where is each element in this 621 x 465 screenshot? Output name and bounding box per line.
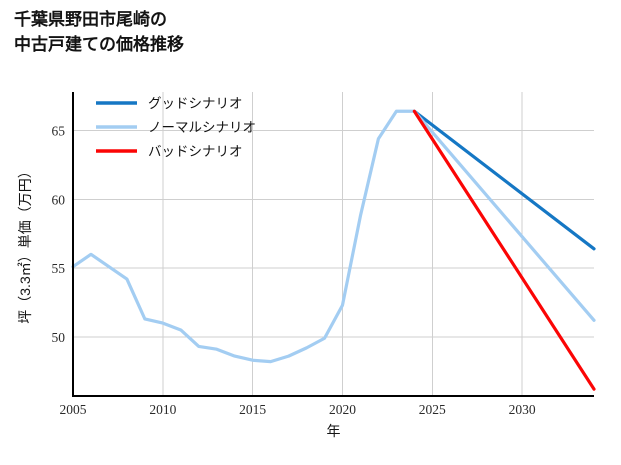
series-lines [71,109,596,391]
series-line-bad [412,109,596,391]
axis-lines [71,92,594,398]
x-tick-label: 2015 [239,402,266,417]
vertical-gridlines [162,92,523,396]
chart-title-line1: 千葉県野田市尾崎の [14,10,167,29]
y-tick-label: 60 [52,192,66,207]
y-tick-label: 55 [52,261,66,276]
chart-title-line2: 中古戸建ての価格推移 [14,34,184,54]
y-tick-labels: 50 55 60 65 [52,124,66,345]
x-tick-labels: 2005 2010 2015 2020 2025 2030 [60,402,536,417]
x-tick-label: 2025 [419,402,446,417]
horizontal-gridlines [73,130,594,338]
y-axis-title: 坪（3.3㎡）単価（万円） [17,164,33,323]
chart-title: 千葉県野田市尾崎の 中古戸建ての価格推移 [14,8,414,57]
legend-label-0: グッドシナリオ [148,96,243,111]
x-axis-title: 年 [327,423,341,439]
x-tick-label: 2030 [509,402,536,417]
legend-label-1: ノーマルシナリオ [148,120,256,135]
x-tick-label: 2020 [329,402,356,417]
x-tick-label: 2010 [149,402,176,417]
series-line-normal [71,109,596,364]
series-line-good [412,109,596,251]
x-tick-label: 2005 [60,402,87,417]
y-tick-label: 65 [52,124,66,139]
legend-label-2: バッドシナリオ [148,144,243,159]
y-tick-label: 50 [52,330,66,345]
